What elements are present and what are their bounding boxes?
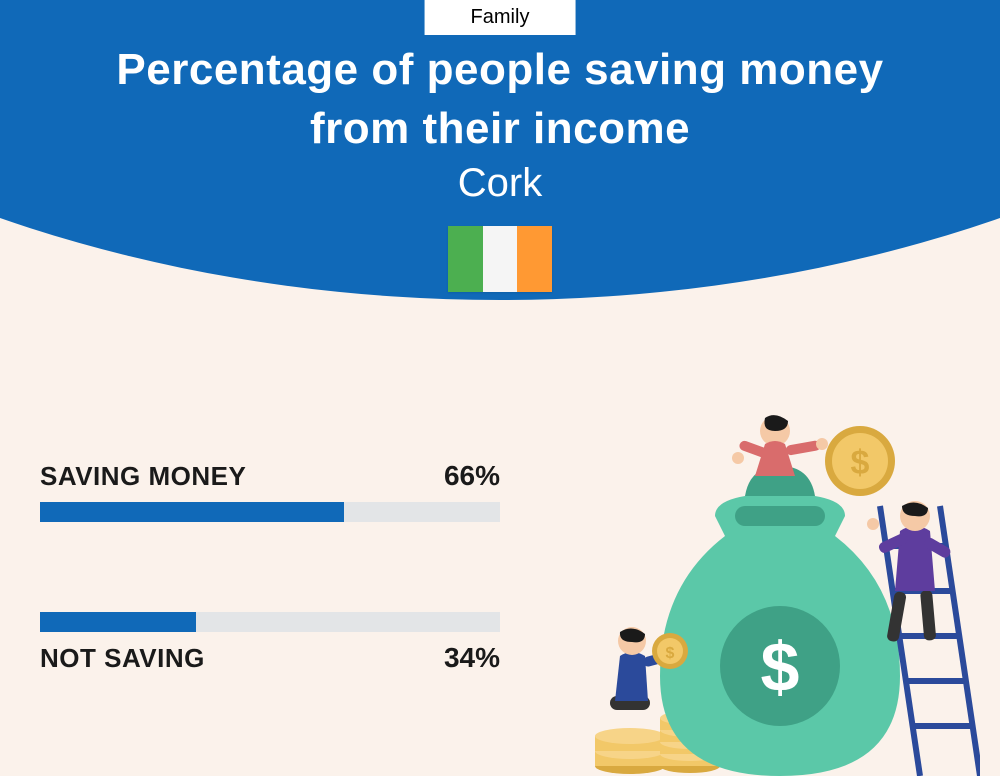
bar-chart: SAVING MONEY 66% NOT SAVING 34%: [40, 460, 500, 764]
bar-label: NOT SAVING: [40, 643, 205, 674]
person-top-icon: [732, 415, 828, 476]
bar-fill: [40, 612, 196, 632]
bar-label: SAVING MONEY: [40, 461, 246, 492]
bar-value: 34%: [444, 642, 500, 674]
bar-group-not-saving: NOT SAVING 34%: [40, 612, 500, 674]
bar-header: NOT SAVING 34%: [40, 642, 500, 674]
flag-stripe-1: [448, 226, 483, 292]
svg-text:$: $: [761, 628, 800, 706]
bar-track: [40, 612, 500, 632]
svg-text:$: $: [666, 645, 675, 662]
coin-icon: $: [825, 426, 895, 496]
flag-stripe-3: [517, 226, 552, 292]
title-line-2: from their income: [310, 104, 690, 153]
savings-illustration: $ $: [570, 406, 980, 776]
title-line-1: Percentage of people saving money: [116, 45, 883, 94]
location-subtitle: Cork: [0, 161, 1000, 206]
bar-track: [40, 502, 500, 522]
money-bag-icon: $: [660, 466, 900, 776]
bar-value: 66%: [444, 460, 500, 492]
main-title: Percentage of people saving money from t…: [0, 40, 1000, 159]
bar-header: SAVING MONEY 66%: [40, 460, 500, 492]
category-text: Family: [471, 6, 530, 28]
bar-fill: [40, 502, 344, 522]
svg-text:$: $: [851, 444, 870, 482]
category-badge: Family: [425, 0, 576, 35]
title-block: Percentage of people saving money from t…: [0, 40, 1000, 206]
flag-stripe-2: [483, 226, 518, 292]
bar-group-saving: SAVING MONEY 66%: [40, 460, 500, 522]
ireland-flag-icon: [448, 226, 552, 292]
